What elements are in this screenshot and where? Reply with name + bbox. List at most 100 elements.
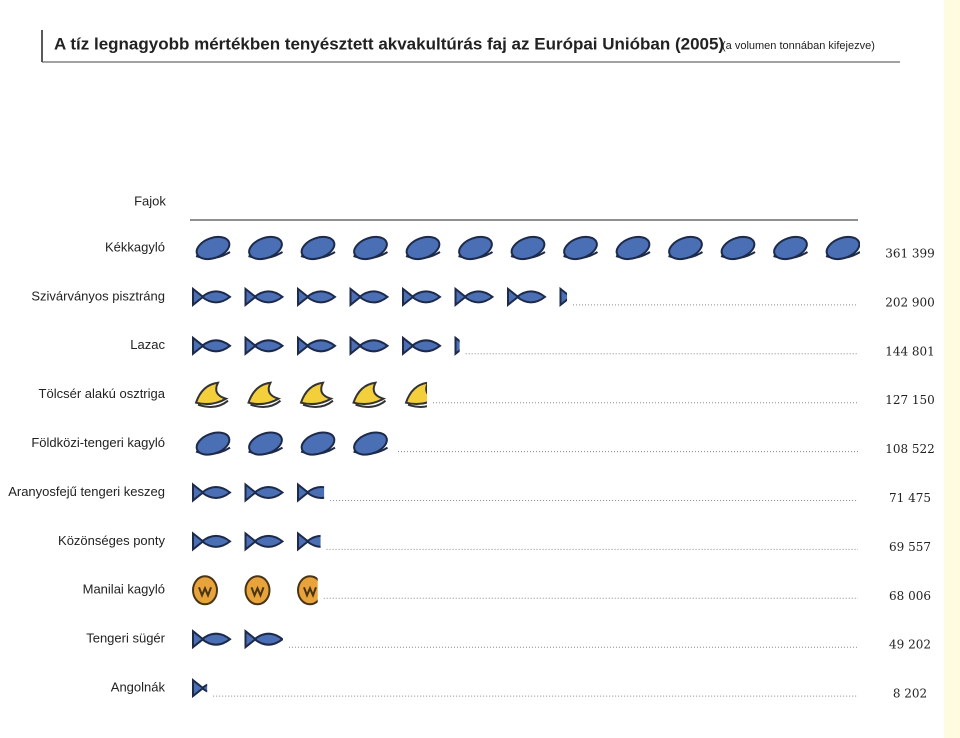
category-label: Manilai kagyló [83,582,165,597]
icon-part [244,286,258,307]
pictogram-bar [195,235,860,261]
value-label: 8 202 [893,687,927,701]
icon-part [559,286,568,307]
pictogram-bar [192,678,208,699]
icon-part [405,235,441,261]
icon-part [297,531,310,552]
pictogram-bar [192,482,325,503]
icon-part [248,431,283,456]
icon-part [194,381,229,406]
category-label: Földközi-tengeri kagyló [31,435,165,450]
icon-part [302,399,334,408]
icon-part [402,286,415,307]
icon-part [200,290,232,304]
icon-part [303,585,317,598]
icon-part [349,286,363,307]
icon-part [192,531,205,552]
icon-part [198,585,212,598]
icon-part [252,486,285,499]
chart-subtitle: (a volumen tonnában kifejezve) [722,40,875,52]
icon-part [252,339,285,353]
icon-part [458,235,493,261]
category-label: Aranyosfejű tengeri keszeg [8,484,165,499]
icon-part [349,335,363,356]
icon-part [252,534,285,548]
value-label: 69 557 [889,540,931,554]
side-strip [944,0,960,738]
icon-part [825,235,860,261]
icon-part [357,290,390,304]
icon-part [355,399,387,408]
icon-part [300,431,336,456]
value-label: 49 202 [889,638,931,652]
pictogram-bar [192,335,493,356]
icon-part [357,339,390,353]
icon-part [197,399,229,408]
pictogram-bar [195,431,389,456]
icon-part [353,235,388,261]
icon-part [410,290,442,304]
value-label: 202 900 [885,295,935,309]
value-label: 68 006 [889,589,931,603]
category-label: Kékkagyló [105,239,165,254]
value-label: 144 801 [885,344,935,358]
pictogram-bar [192,575,318,606]
category-label: Tölcsér alakú osztriga [39,386,166,401]
icon-part [195,431,231,456]
icon-part [192,629,205,650]
value-label: 361 399 [885,247,935,261]
icon-part [305,534,321,548]
pictogram-bar [192,629,283,650]
icon-part [305,486,325,499]
icon-part [353,431,388,456]
icon-part [720,235,756,261]
icon-part [668,235,703,261]
axis-label: Fajok [134,193,166,208]
icon-part [407,403,428,408]
icon-part [515,290,547,304]
icon-part [297,286,310,307]
icon-part [297,335,310,356]
icon-part [250,585,265,598]
icon-part [200,632,232,646]
icon-part [410,339,442,353]
icon-part [192,286,205,307]
icon-part [454,335,460,356]
icon-part [244,335,258,356]
pictogram-bar [194,381,428,408]
icon-part [200,486,232,499]
icon-part [465,340,493,351]
icon-part [250,399,282,408]
icon-part [563,235,598,261]
icon-part [200,683,208,693]
category-label: Angolnák [111,680,166,695]
pictogram-bar [192,286,568,307]
icon-part [454,286,468,307]
icon-part [192,335,205,356]
icon-part [352,381,387,406]
icon-part [300,235,336,261]
icon-part [248,235,283,261]
icon-part [462,290,495,304]
icon-part [404,381,428,406]
icon-part [200,534,232,548]
icon-part [305,290,337,304]
icon-part [305,339,337,353]
icon-part [615,235,651,261]
icon-part [195,235,231,261]
icon-part [252,290,285,304]
category-label: Közönséges ponty [58,533,165,548]
category-label: Szivárványos pisztráng [31,288,165,303]
icon-part [402,335,415,356]
category-label: Tengeri sügér [86,631,165,646]
icon-part [244,531,258,552]
value-label: 71 475 [889,491,931,505]
icon-part [192,482,205,503]
pictogram-bar [192,531,321,552]
icon-part [200,339,232,353]
icon-part [252,632,283,646]
value-label: 127 150 [885,393,935,407]
icon-part [510,235,546,261]
icon-part [244,482,258,503]
